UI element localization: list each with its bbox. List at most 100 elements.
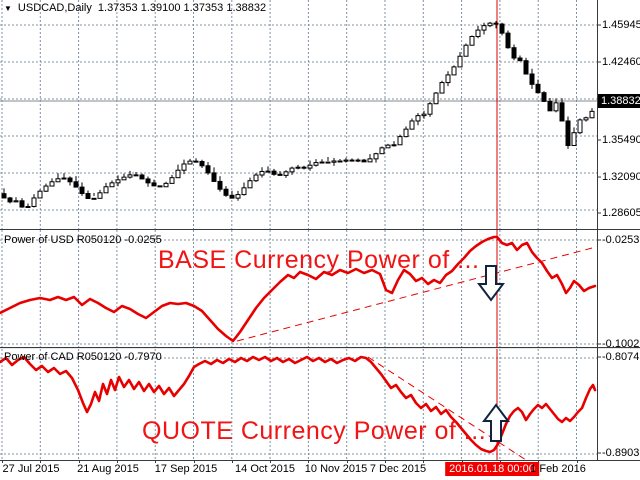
candle-body [361, 159, 367, 163]
candle-body [259, 170, 265, 176]
candle-body [415, 115, 421, 122]
candle-body [295, 166, 301, 169]
candle-body [241, 187, 247, 196]
candle-body [559, 102, 565, 122]
ohlc-values: 1.37353 1.39100 1.37353 1.38832 [97, 2, 267, 14]
trendline-dashed[interactable] [236, 246, 597, 342]
time-tick-mark [347, 460, 348, 463]
candle-body [223, 188, 229, 196]
candle-body [43, 185, 49, 192]
time-tick-mark [538, 460, 539, 463]
time-tick-mark [423, 460, 424, 463]
candle-body [217, 180, 223, 190]
candle-body [13, 200, 19, 203]
date-label: 17 Sep 2015 [154, 463, 218, 475]
price-tick-mark [597, 356, 601, 358]
cad-power-canvas[interactable] [0, 349, 597, 460]
price-tick-label: 1.45945 [602, 19, 640, 31]
time-tick-mark [2, 460, 3, 463]
candle-body [505, 32, 511, 49]
candle-body [79, 186, 85, 195]
axis-separator [597, 0, 598, 460]
candle-body [85, 193, 91, 199]
down-arrow-icon[interactable] [477, 265, 505, 302]
candle-body [517, 57, 523, 62]
time-axis[interactable]: 27 Jul 2015 21 Aug 2015 17 Sep 2015 14 Oct … [0, 460, 640, 480]
candle-body [67, 177, 73, 183]
candle-body [427, 103, 433, 115]
candle-body [151, 182, 157, 187]
cad-indicator-label: Power of CAD R050120 -0.7970 [4, 351, 162, 363]
candle-body [7, 197, 13, 203]
candle-body [55, 178, 61, 183]
candle-body [103, 186, 109, 194]
time-tick-mark [500, 460, 501, 463]
candle-body [121, 176, 127, 181]
candle-body [331, 160, 337, 163]
highlighted-date-badge: 2016.01.18 00:00 [445, 462, 539, 476]
price-tick-label: 1.35490 [602, 134, 640, 146]
price-chart-panel[interactable] [0, 0, 597, 229]
price-tick-label: 1.32090 [602, 171, 640, 183]
candle-body [439, 82, 445, 94]
price-tick-label: -0.1002 [602, 338, 640, 350]
candle-body [181, 163, 187, 171]
time-tick-mark [577, 460, 578, 463]
candle-body [409, 120, 415, 130]
candle-body [73, 181, 79, 188]
candle-body [19, 200, 25, 208]
candle-body [157, 185, 163, 188]
candle-body [271, 170, 277, 175]
candle-body [385, 144, 391, 149]
chart-title: ▼ USDCAD,Daily 1.37353 1.39100 1.37353 1.3… [4, 2, 266, 14]
candle-body [571, 132, 577, 147]
price-tick-label: -0.0253 [602, 234, 640, 246]
time-axis-separator [0, 460, 640, 461]
price-tick-label: -0.8074 [602, 351, 640, 363]
up-arrow-icon[interactable] [482, 403, 510, 442]
candle-body [391, 144, 397, 147]
price-chart-canvas[interactable] [0, 0, 597, 229]
panel-divider-2[interactable] [0, 347, 640, 348]
usd-power-panel[interactable] [0, 230, 597, 347]
candle-body [31, 197, 37, 207]
time-tick-mark [117, 460, 118, 463]
candle-body [469, 36, 475, 46]
cad-power-panel[interactable] [0, 349, 597, 460]
candle-body [49, 181, 55, 187]
candle-body [433, 92, 439, 105]
candle-body [343, 159, 349, 162]
candle-body [529, 73, 535, 85]
candle-body [109, 182, 115, 188]
candle-body [463, 44, 469, 57]
candle-body [451, 66, 457, 76]
candle-body [265, 170, 271, 173]
date-label: 1 Feb 2016 [530, 463, 586, 475]
usd-power-canvas[interactable] [0, 230, 597, 347]
price-tick-mark [597, 61, 601, 63]
candle-body [511, 47, 517, 59]
symbol-dropdown-icon[interactable]: ▼ [4, 3, 12, 13]
time-tick-mark [79, 460, 80, 463]
candle-body [565, 120, 571, 147]
time-tick-mark [232, 460, 233, 463]
candle-body [199, 161, 205, 167]
quote-currency-annotation: QUOTE Currency Power of ... [142, 417, 487, 445]
candle-body [319, 161, 325, 164]
candle-body [97, 192, 103, 199]
panel-divider-1[interactable] [0, 229, 640, 230]
time-tick-mark [40, 460, 41, 463]
price-tick-mark [597, 176, 601, 178]
candle-body [457, 55, 463, 68]
candle-body [313, 162, 319, 166]
symbol-period-label: USDCAD,Daily [17, 2, 92, 14]
candle-body [289, 167, 295, 173]
candle-body [61, 177, 67, 180]
price-tick-label: 1.42460 [602, 56, 640, 68]
candle-body [133, 174, 139, 177]
candle-body [229, 194, 235, 199]
candle-body [277, 173, 283, 176]
candle-body [553, 102, 559, 112]
date-label: 27 Jul 2015 [2, 463, 60, 475]
time-tick-mark [155, 460, 156, 463]
